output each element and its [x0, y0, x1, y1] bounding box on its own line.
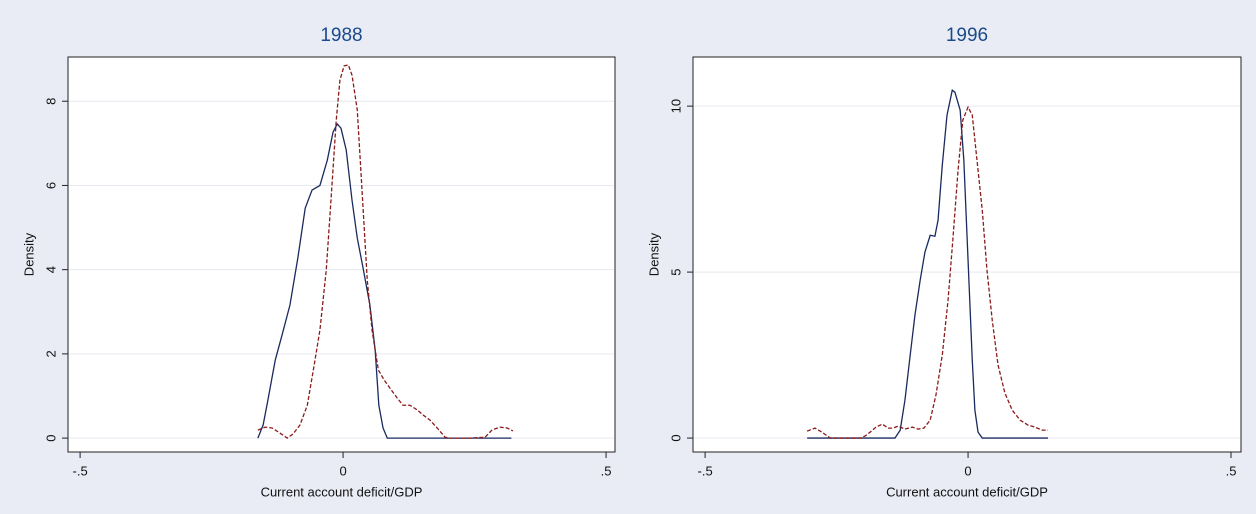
y-axis-label: Density: [646, 232, 661, 276]
x-axis-label: Current account deficit/GDP: [261, 484, 423, 499]
y-tick-label: 0: [43, 434, 58, 441]
y-tick-label: 4: [43, 266, 58, 273]
density-line: [807, 89, 1048, 439]
chart-title: 1996: [946, 25, 988, 46]
y-tick-label: 5: [668, 268, 683, 275]
y-tick-label: 6: [43, 182, 58, 189]
y-tick-label: 0: [668, 434, 683, 441]
x-tick-label: -.5: [698, 463, 713, 478]
y-tick-label: 2: [43, 350, 58, 357]
plot-area: [692, 56, 1242, 453]
x-tick-label: .5: [1226, 463, 1237, 478]
plot-area: [67, 56, 616, 453]
x-tick-label: 0: [964, 463, 971, 478]
chart-title: 1988: [320, 25, 362, 46]
x-tick-label: -.5: [73, 463, 88, 478]
density-line: [806, 105, 1048, 439]
density-line: [257, 122, 512, 439]
x-axis-label: Current account deficit/GDP: [886, 484, 1048, 499]
y-tick-label: 8: [43, 98, 58, 105]
x-tick-label: 0: [339, 463, 346, 478]
y-tick-label: 10: [668, 99, 683, 113]
x-tick-label: .5: [601, 463, 612, 478]
y-axis-label: Density: [21, 232, 36, 276]
